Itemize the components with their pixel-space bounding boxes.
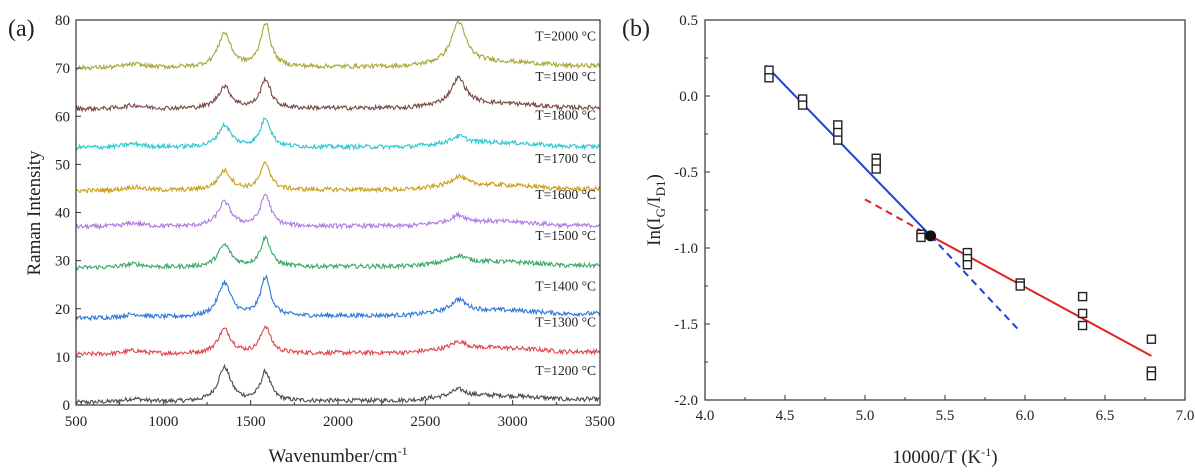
x-tick-label: 4.5 (776, 408, 795, 424)
data-points-group (764, 65, 1157, 381)
data-point (1146, 334, 1157, 344)
data-point (764, 73, 774, 83)
y-tick-label: 0 (63, 398, 71, 414)
temperature-label-4: T=1500 °C (535, 228, 596, 243)
x-tick-label: 2000 (323, 414, 353, 430)
raman-series-group (75, 20, 601, 406)
x-tick-label: 1500 (236, 414, 266, 430)
data-point (833, 120, 843, 130)
panel-b-arrhenius-chart: (b) 4.0 4.5 5.0 5.5 6.0 6.5 7.0 -2.0 -1.5 -1.0 -0.… (622, 13, 1194, 468)
temperature-label-1: T=1200 °C (535, 363, 596, 378)
panel-b-y-axis-label: In(IG/ID1) (644, 174, 668, 246)
y-tick-label: 70 (55, 61, 70, 77)
x-tick-label: 4.0 (696, 408, 715, 424)
temperature-label-5: T=1600 °C (535, 187, 596, 202)
raman-spectrum-6 (75, 161, 601, 195)
fit-line-dashed-1 (929, 235, 1021, 333)
raman-spectrum-5 (75, 193, 601, 231)
temperature-label-9: T=2000 °C (535, 28, 596, 43)
data-point (1146, 371, 1157, 381)
raman-spectrum-4 (75, 234, 601, 271)
raman-spectrum-3 (75, 274, 601, 322)
intersection-point (925, 230, 937, 242)
x-tick-label: 3000 (498, 414, 528, 430)
data-point (833, 127, 843, 138)
panel-b-label: (b) (622, 16, 650, 42)
panel-a-ticks: 500 1000 1500 2000 2500 3000 3500 0 10 20 30 40 50 60… (55, 13, 615, 430)
panel-b-ticks: 4.0 4.5 5.0 5.5 6.0 6.5 7.0 -2.0 -1.5 -1.0 -0.5 0.0… (674, 13, 1194, 424)
y-tick-label: 10 (55, 350, 70, 366)
raman-temperature-labels: T=1200 °C T=1300 °C T=1400 °C T=1500 °C T=16… (535, 28, 596, 378)
temperature-label-6: T=1700 °C (535, 151, 596, 166)
panel-a-x-axis-label: Wavenumber/cm-1 (268, 444, 407, 467)
y-tick-label: 50 (55, 157, 70, 173)
raman-spectrum-1 (75, 363, 601, 406)
raman-spectrum-9 (75, 20, 601, 71)
y-tick-label: -1.0 (674, 241, 698, 257)
y-tick-label: 40 (55, 206, 70, 222)
y-tick-label: -0.5 (674, 165, 698, 181)
x-tick-label: 500 (65, 414, 88, 430)
data-point (797, 100, 808, 110)
raman-spectrum-7 (75, 117, 601, 151)
data-point (871, 164, 881, 174)
x-tick-label: 3500 (585, 414, 615, 430)
raman-spectrum-2 (75, 325, 601, 358)
panel-a-y-axis-label: Raman Intensity (24, 150, 45, 276)
panel-b-x-axis-label: 10000/T (K-1) (892, 445, 997, 468)
data-point (1015, 281, 1025, 291)
y-tick-label: 80 (55, 13, 70, 29)
temperature-label-2: T=1300 °C (535, 315, 596, 330)
panel-a-label: (a) (8, 16, 35, 42)
y-tick-label: -2.0 (674, 393, 698, 409)
x-tick-label: 5.5 (936, 408, 955, 424)
panel-a-raman-chart: (a) 500 1000 1500 2000 2500 3000 3500 0 10 20 30 40… (8, 13, 615, 467)
x-tick-label: 7.0 (1176, 408, 1195, 424)
y-tick-label: -1.5 (674, 317, 698, 333)
data-point (962, 260, 973, 270)
fit-lines-group (765, 64, 1152, 357)
data-point (1077, 320, 1088, 331)
y-tick-label: 0.0 (679, 89, 698, 105)
x-tick-label: 2500 (410, 414, 440, 430)
data-point (764, 65, 774, 75)
data-point (916, 232, 926, 243)
data-point (1077, 308, 1088, 319)
panel-a-frame (75, 19, 601, 406)
temperature-label-7: T=1800 °C (535, 108, 596, 123)
y-tick-label: 20 (55, 302, 70, 318)
x-tick-label: 6.0 (1016, 408, 1035, 424)
fit-line-solid-1 (765, 64, 932, 237)
y-tick-label: 0.5 (679, 13, 698, 29)
temperature-label-3: T=1400 °C (535, 279, 596, 294)
y-tick-label: 60 (55, 109, 70, 125)
raman-spectrum-8 (75, 75, 601, 113)
y-tick-label: 30 (55, 254, 70, 270)
x-tick-label: 6.5 (1096, 408, 1115, 424)
data-point (833, 135, 843, 145)
data-point (1077, 291, 1088, 302)
x-tick-label: 1000 (148, 414, 178, 430)
x-tick-label: 5.0 (856, 408, 875, 424)
temperature-label-8: T=1900 °C (535, 69, 596, 84)
